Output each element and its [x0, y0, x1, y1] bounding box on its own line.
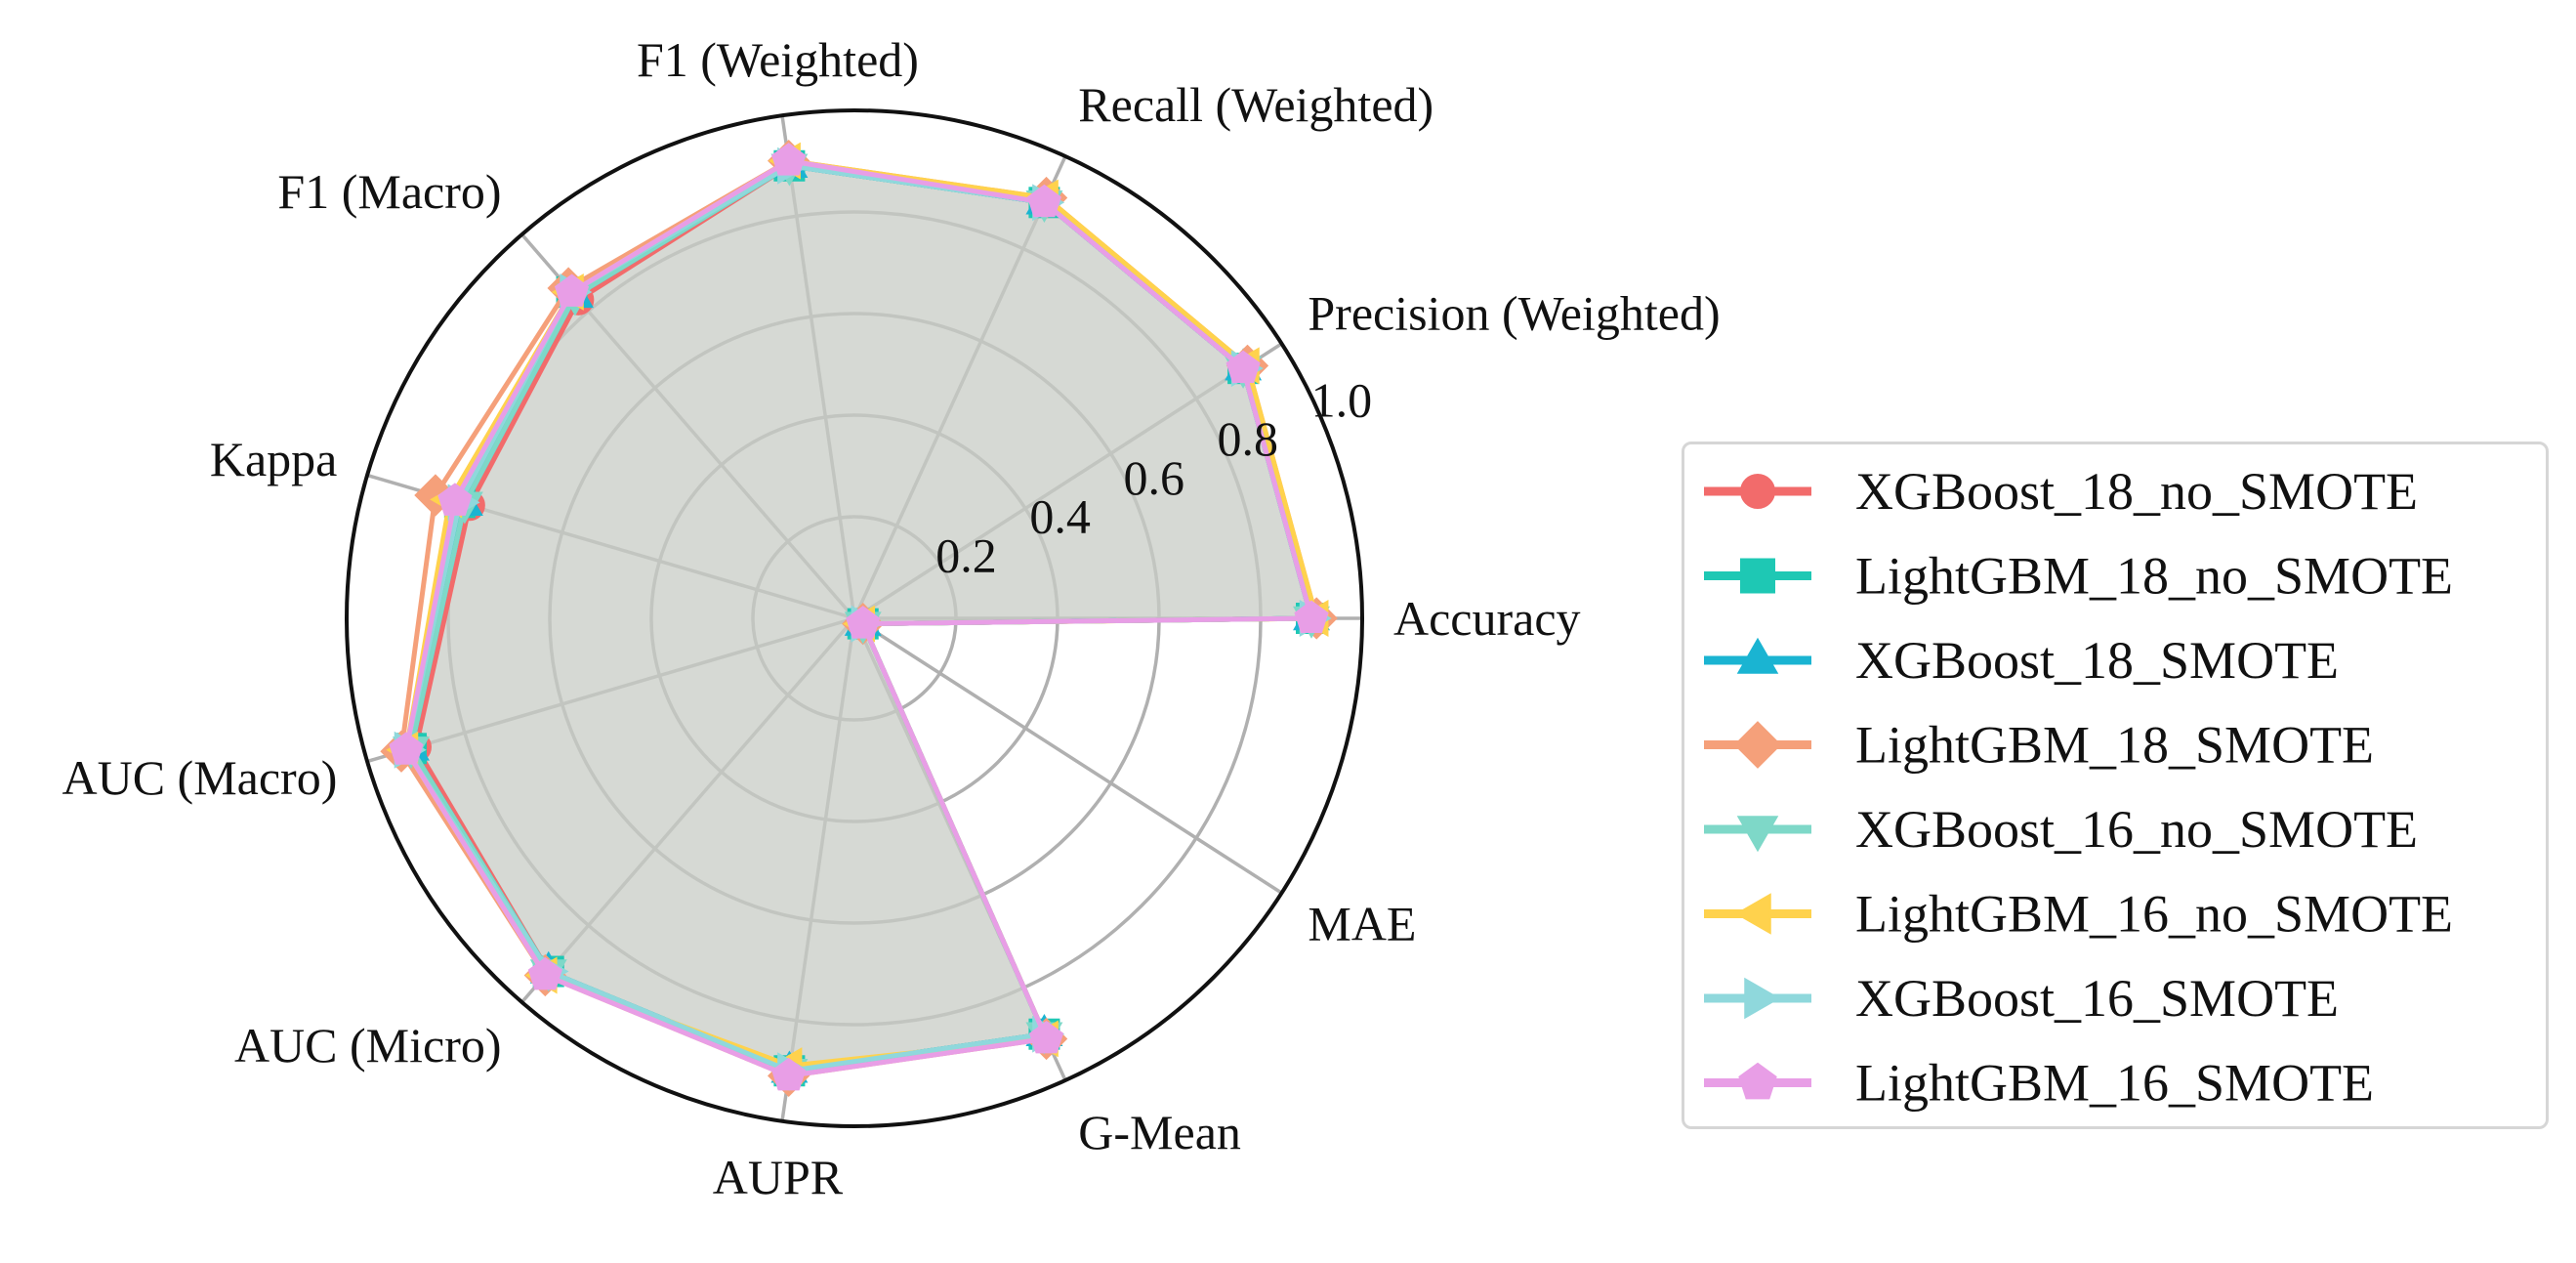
r-tick-label-2: 0.6 — [1123, 450, 1184, 505]
legend-label-0: XGBoost_18_no_SMOTE — [1855, 462, 2418, 521]
legend-item-4: XGBoost_16_no_SMOTE — [1704, 800, 2418, 859]
axis-label-1: Precision (Weighted) — [1308, 286, 1720, 341]
axis-label-9: G-Mean — [1078, 1105, 1241, 1159]
legend-marker-3 — [1733, 721, 1782, 769]
point-7-8 — [771, 1057, 807, 1091]
legend-item-6: XGBoost_16_SMOTE — [1704, 969, 2339, 1028]
legend: XGBoost_18_no_SMOTE LightGBM_18_no_SMOTE X… — [1682, 442, 2549, 1129]
r-tick-label-0: 0.2 — [935, 528, 997, 583]
axis-label-2: Recall (Weighted) — [1078, 77, 1433, 132]
legend-label-1: LightGBM_18_no_SMOTE — [1855, 547, 2453, 606]
point-7-2 — [1026, 184, 1061, 218]
axis-label-4: F1 (Macro) — [277, 164, 501, 219]
axis-label-3: F1 (Weighted) — [637, 32, 919, 87]
series-line-7 — [403, 158, 1314, 1078]
legend-item-2: XGBoost_18_SMOTE — [1704, 631, 2339, 690]
axis-label-0: Accuracy — [1393, 591, 1581, 646]
legend-item-1: LightGBM_18_no_SMOTE — [1704, 547, 2453, 606]
outer-frame — [345, 108, 1364, 1128]
point-7-1 — [1226, 350, 1261, 384]
legend-label-5: LightGBM_16_no_SMOTE — [1855, 885, 2453, 944]
legend-marker-1 — [1740, 558, 1775, 594]
point-7-7 — [527, 956, 562, 990]
r-tick-label-4: 1.0 — [1311, 372, 1373, 427]
axis-label-5: Kappa — [210, 432, 338, 486]
legend-item-3: LightGBM_18_SMOTE — [1704, 716, 2374, 775]
point-7-9 — [1028, 1020, 1064, 1054]
legend-marker-7 — [1738, 1062, 1777, 1100]
legend-marker-2 — [1736, 637, 1779, 674]
label-layer: 0.2 0.4 0.6 0.8 1.0 Accuracy Precision (Weight… — [62, 32, 1720, 1204]
legend-label-6: XGBoost_16_SMOTE — [1855, 969, 2339, 1028]
point-7-0 — [1294, 600, 1329, 633]
legend-label-7: LightGBM_16_SMOTE — [1855, 1054, 2374, 1113]
point-7-6 — [389, 732, 424, 765]
axis-label-10: MAE — [1308, 896, 1416, 950]
axis-label-7: AUC (Micro) — [234, 1018, 502, 1073]
point-7-4 — [554, 274, 590, 307]
point-7-5 — [437, 483, 473, 516]
r-tick-label-3: 0.8 — [1218, 411, 1279, 466]
r-tick-label-1: 0.4 — [1029, 489, 1091, 544]
grid-spoke-10 — [853, 616, 1283, 895]
legend-label-4: XGBoost_16_no_SMOTE — [1855, 800, 2418, 859]
legend-item-0: XGBoost_18_no_SMOTE — [1704, 462, 2418, 521]
axis-label-8: AUPR — [713, 1150, 844, 1204]
legend-item-5: LightGBM_16_no_SMOTE — [1704, 885, 2453, 944]
legend-marker-6 — [1744, 977, 1781, 1020]
point-7-10 — [846, 606, 881, 639]
legend-marker-0 — [1740, 474, 1775, 509]
point-7-3 — [771, 143, 807, 176]
legend-label-3: LightGBM_18_SMOTE — [1855, 716, 2374, 775]
legend-entries: XGBoost_18_no_SMOTE LightGBM_18_no_SMOTE X… — [1704, 462, 2453, 1113]
legend-label-2: XGBoost_18_SMOTE — [1855, 631, 2339, 690]
series-layer — [380, 139, 1338, 1098]
legend-item-7: LightGBM_16_SMOTE — [1704, 1054, 2374, 1113]
legend-marker-4 — [1736, 816, 1779, 853]
axis-label-6: AUC (Macro) — [62, 750, 337, 805]
series-7 — [389, 143, 1329, 1091]
legend-marker-5 — [1734, 893, 1771, 935]
